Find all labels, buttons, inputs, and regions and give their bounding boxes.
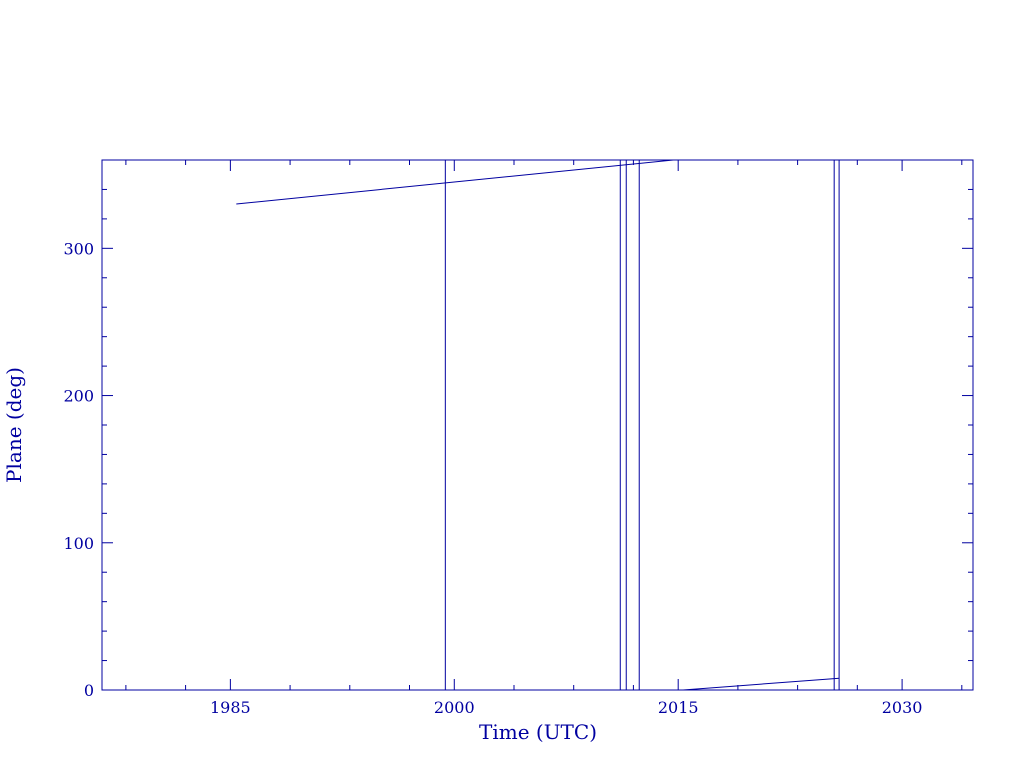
x-axis-label: Time (UTC) — [479, 720, 597, 744]
y-tick-label: 0 — [84, 681, 94, 700]
x-tick-label: 2030 — [882, 698, 923, 717]
x-tick-label: 2015 — [658, 698, 699, 717]
y-tick-label: 300 — [63, 239, 94, 258]
y-tick-label: 200 — [63, 387, 94, 406]
series-line-1 — [683, 677, 840, 691]
y-tick-label: 100 — [63, 534, 94, 553]
plot-frame — [101, 159, 974, 691]
series-line-0 — [236, 159, 674, 205]
x-tick-label: 1985 — [210, 698, 251, 717]
y-axis-label: Plane (deg) — [2, 367, 26, 483]
x-tick-label: 2000 — [434, 698, 475, 717]
